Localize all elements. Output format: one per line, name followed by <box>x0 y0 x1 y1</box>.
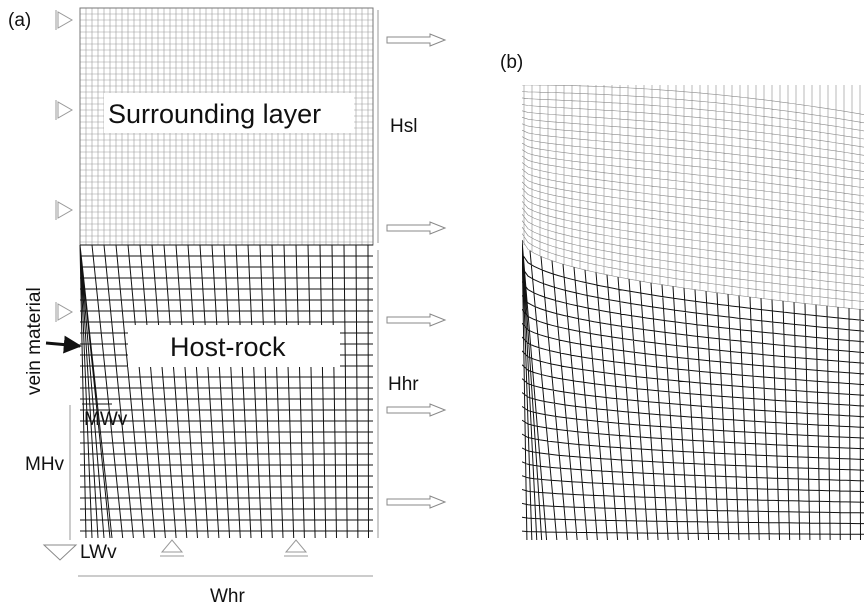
vein-label: vein material <box>24 287 45 395</box>
region-label: Surrounding layer <box>108 99 321 129</box>
mesh-b <box>522 85 864 545</box>
mesh-a <box>80 8 373 538</box>
figure: (a) (b) Surrounding layer Hsl Host-rock … <box>0 0 866 609</box>
load-arrow <box>387 222 445 234</box>
mesh-lines <box>522 85 864 310</box>
load-arrow <box>387 404 445 416</box>
panel-label: (b) <box>500 52 523 73</box>
load-arrow <box>387 496 445 508</box>
load-arrow <box>387 314 445 326</box>
support <box>56 302 72 322</box>
dimension-label: LWv <box>80 542 117 563</box>
support <box>56 200 72 220</box>
dimension-label: MHv <box>25 454 65 475</box>
region-label: Host-rock <box>170 332 286 362</box>
dimension-label: MWv <box>84 409 128 430</box>
dimension-label: Whr <box>210 586 246 607</box>
mesh-lines <box>80 245 373 538</box>
support <box>56 10 72 30</box>
support <box>44 545 76 560</box>
dimension-label: Hsl <box>390 116 417 137</box>
support <box>160 540 184 556</box>
mesh-lines <box>522 240 864 545</box>
load-arrow <box>387 34 445 46</box>
support <box>284 540 308 556</box>
support <box>56 100 72 120</box>
panel-label: (a) <box>8 10 31 31</box>
vein-arrow <box>46 343 80 346</box>
dimension-label: Hhr <box>388 374 419 395</box>
